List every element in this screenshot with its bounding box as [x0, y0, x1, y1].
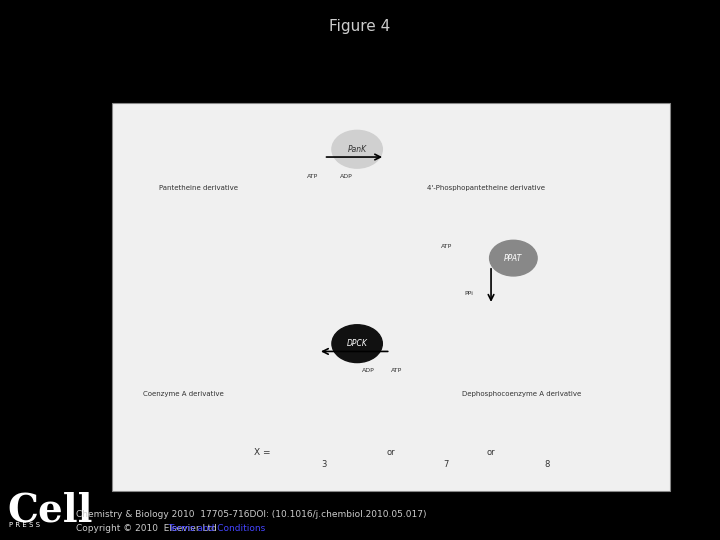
Text: Cell: Cell [7, 491, 93, 529]
Text: PanK: PanK [348, 145, 366, 154]
Text: 8: 8 [544, 460, 549, 469]
Text: 3: 3 [321, 460, 326, 469]
Text: ATP: ATP [441, 244, 452, 249]
Text: or: or [387, 448, 395, 457]
Text: P R E S S: P R E S S [9, 522, 40, 528]
Circle shape [490, 240, 537, 276]
Circle shape [332, 325, 382, 362]
Circle shape [332, 130, 382, 168]
Text: DPCK: DPCK [347, 339, 367, 348]
Text: ATP: ATP [307, 174, 318, 179]
Text: Figure 4: Figure 4 [329, 19, 391, 34]
Text: or: or [487, 448, 495, 457]
Text: Terms and Conditions: Terms and Conditions [168, 524, 265, 532]
Text: Copyright © 2010  Elsevier Ltd: Copyright © 2010 Elsevier Ltd [76, 524, 222, 532]
Text: 7: 7 [444, 460, 449, 469]
Text: PPi: PPi [464, 291, 473, 295]
Text: PPAT: PPAT [504, 254, 523, 262]
Text: Pantetheine derivative: Pantetheine derivative [158, 185, 238, 191]
Text: X =: X = [254, 448, 271, 457]
Text: Chemistry & Biology 2010  17705-716DOI: (10.1016/j.chembiol.2010.05.017): Chemistry & Biology 2010 17705-716DOI: (… [76, 510, 426, 518]
FancyBboxPatch shape [112, 103, 670, 491]
Text: 4'-Phosphopantetheine derivative: 4'-Phosphopantetheine derivative [427, 185, 545, 191]
Text: Coenzyme A derivative: Coenzyme A derivative [143, 391, 224, 397]
Text: ADP: ADP [362, 368, 374, 373]
Text: Dephosphocoenzyme A derivative: Dephosphocoenzyme A derivative [462, 391, 582, 397]
Text: ADP: ADP [340, 174, 352, 179]
Text: ATP: ATP [390, 368, 402, 373]
